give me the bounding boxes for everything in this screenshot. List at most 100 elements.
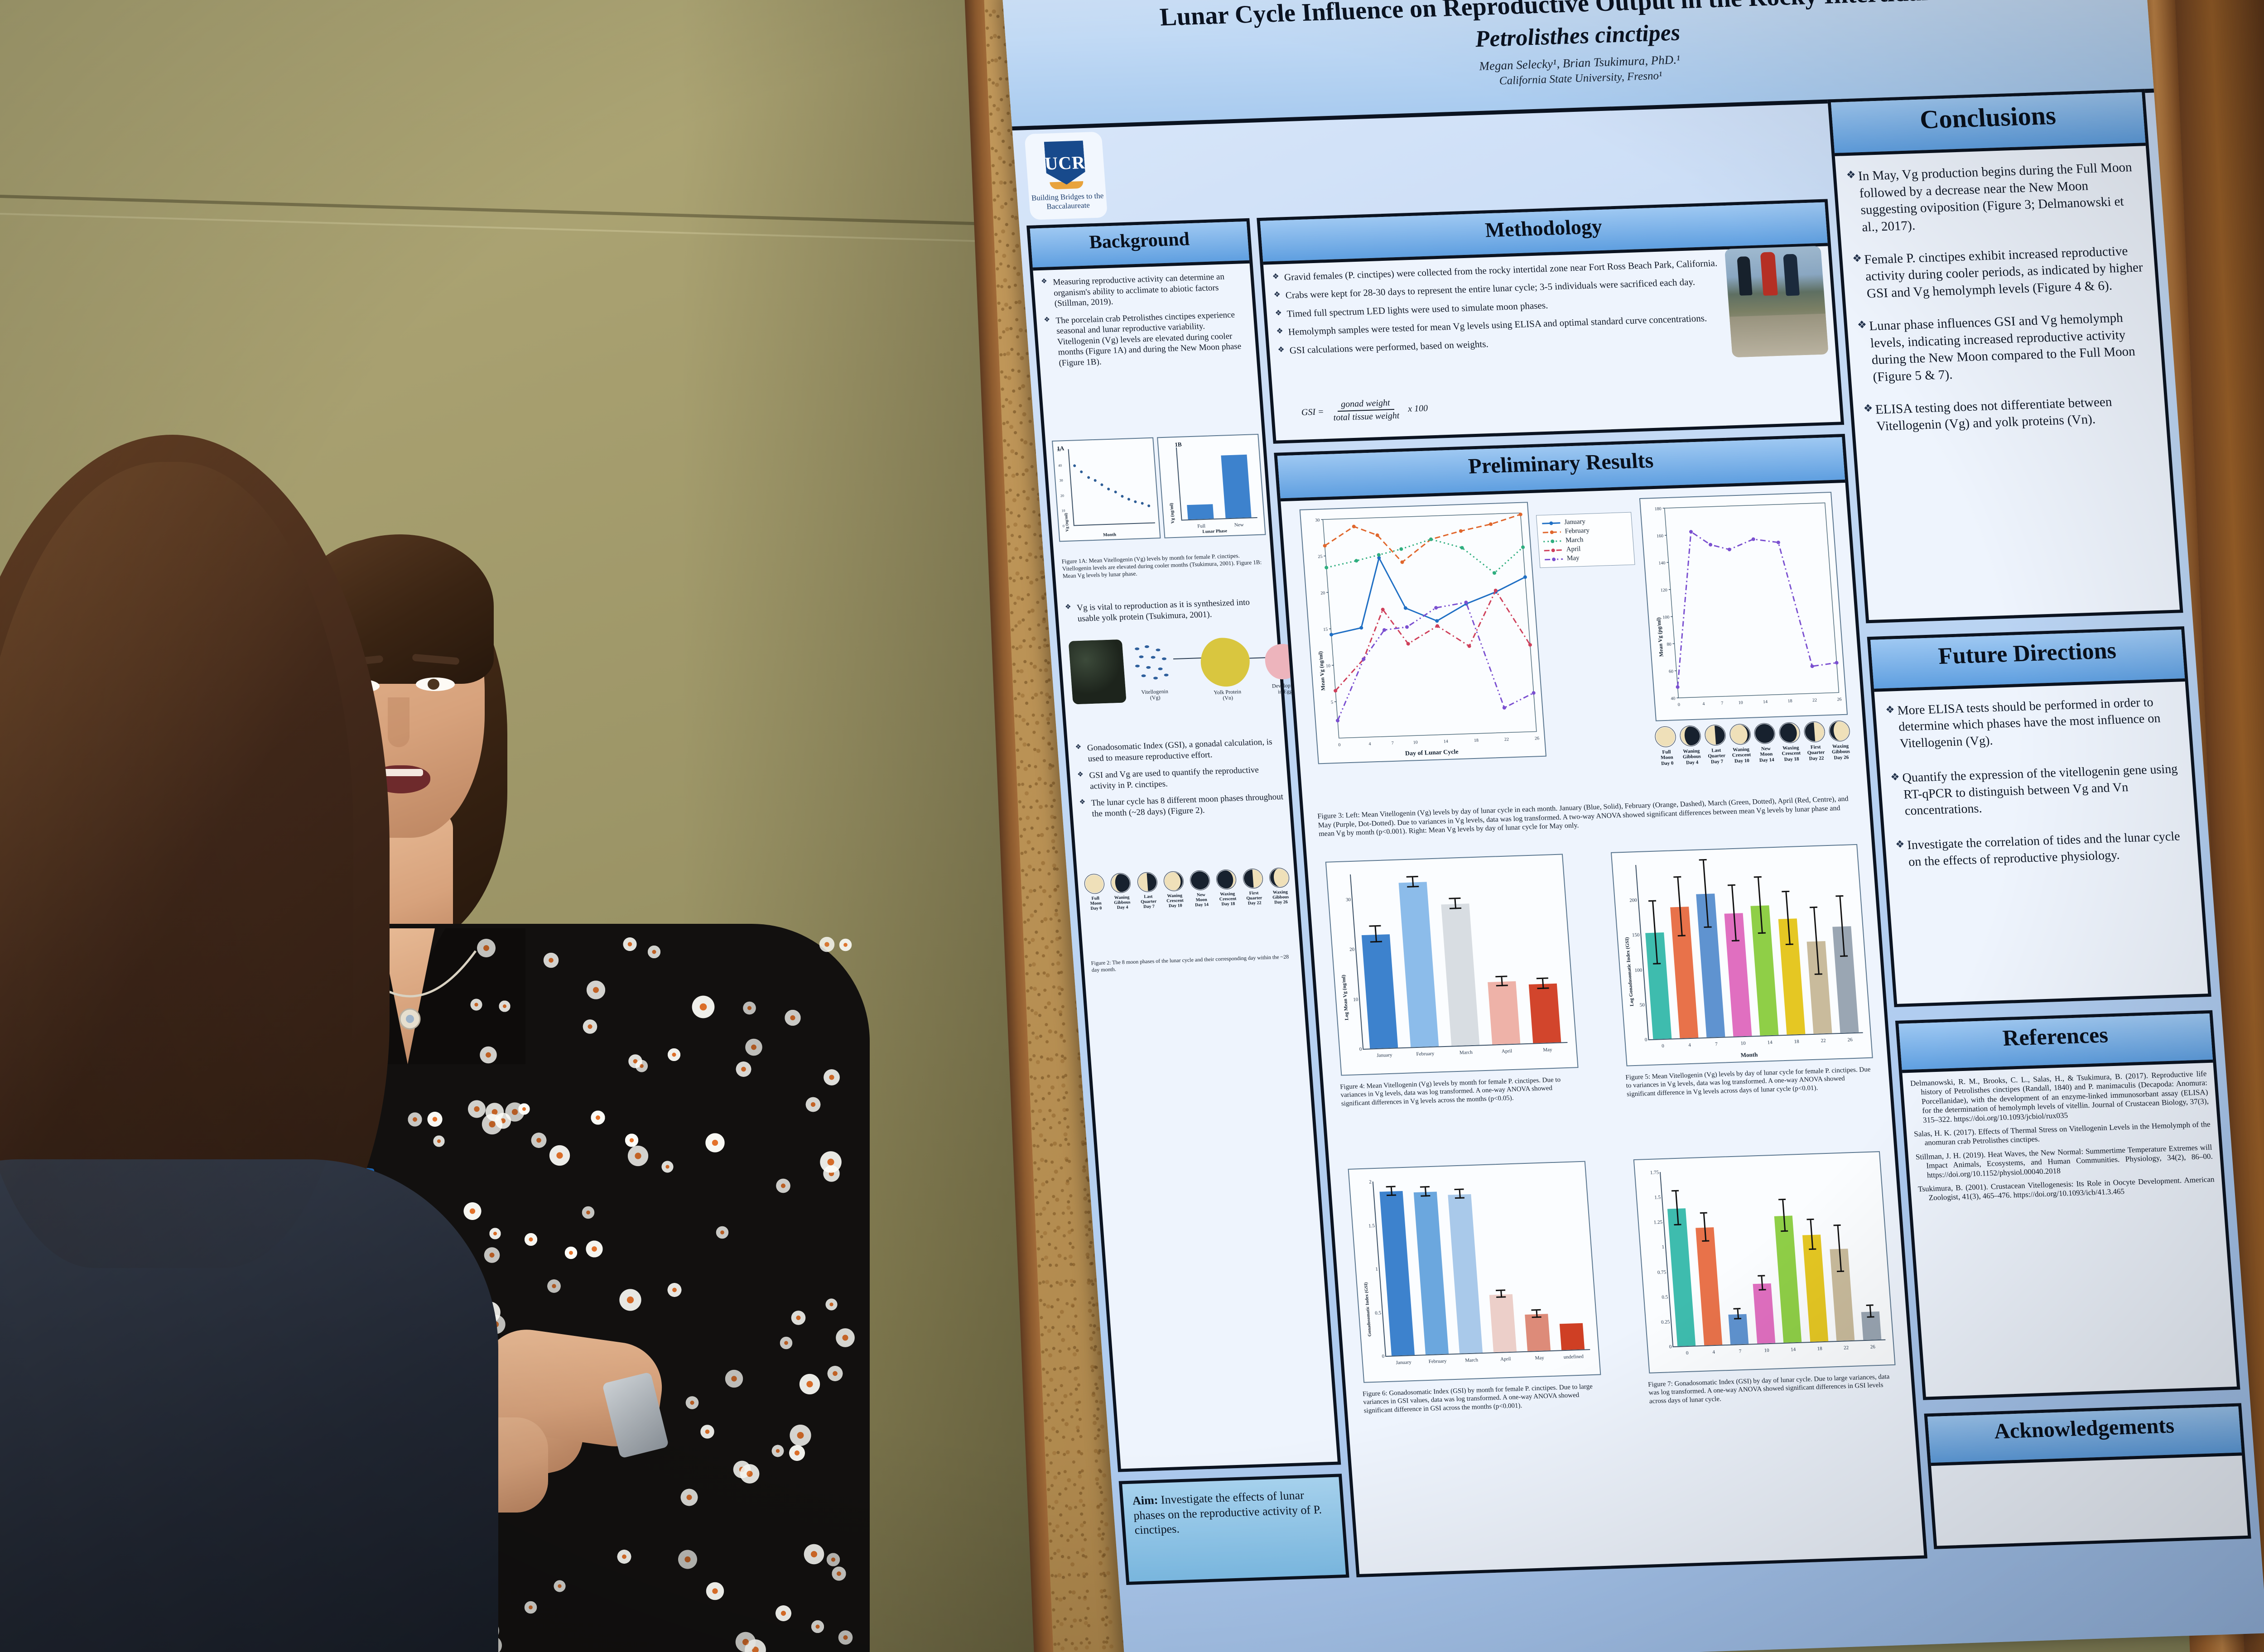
bar (1806, 941, 1832, 1034)
moon-phase-item: Waxing Gibbous Day 26 (1268, 867, 1291, 906)
error-bar-cap (1704, 926, 1712, 928)
pathway-label-vn-line2: (Vn) (1222, 694, 1233, 701)
presenter-eye-right (416, 677, 455, 691)
y-tick-label: 20 (1060, 493, 1065, 498)
bar-group: Full (1177, 446, 1220, 529)
aim-section: Aim: Investigate the effects of lunar ph… (1118, 1474, 1349, 1585)
x-tick-label: 22 (1821, 1038, 1826, 1044)
daisy-motif (698, 1422, 717, 1441)
error-bar-cap (1757, 1275, 1765, 1277)
bar (1221, 455, 1252, 519)
pathway-label-vg-line2: (Vg) (1150, 694, 1161, 701)
bar (1559, 1323, 1585, 1350)
y-tick-label: 1.25 (1653, 1220, 1663, 1225)
bar (1529, 983, 1561, 1043)
daisy-motif (528, 1130, 549, 1151)
x-tick-label: 22 (1843, 1345, 1849, 1351)
future-directions-section: Future Directions More ELISA tests shoul… (1867, 626, 2211, 1008)
moon-disc-icon (1729, 723, 1751, 745)
daisy-motif (714, 1224, 731, 1241)
y-tick-label: 1 (1662, 1244, 1665, 1250)
x-tick-label: April (1501, 1048, 1513, 1054)
error-bar-cap (1531, 1309, 1541, 1311)
error-bar-cap (1369, 925, 1381, 927)
institution-logo: UCR Building Bridges to the Baccalaureat… (1024, 131, 1108, 220)
figure3-legend: January February March April (1536, 512, 1635, 568)
daisy-motif (772, 1602, 794, 1624)
figure3-right-plot: 40 60 80 100 120 140 160 180 0 4 7 10 14 18 22 26 (1654, 502, 1842, 707)
error-bar-cap (1833, 1225, 1841, 1226)
moon-disc-icon (1654, 726, 1677, 748)
background-bullet-list-3: Gonadosomatic Index (GSI), a gonadal cal… (1075, 736, 1286, 820)
legend-item: January (1541, 517, 1628, 527)
listener-hair (0, 435, 390, 1295)
reference-entry: Tsukimura, B. (2001). Crustacean Vitello… (1917, 1175, 2215, 1202)
bar (1488, 981, 1520, 1045)
moon-phase-item: Full Moon Day 0 (1654, 726, 1678, 766)
aim-text: Investigate the effects of lunar phases … (1133, 1489, 1322, 1537)
daisy-motif (677, 1485, 701, 1509)
reference-entry: Stillman, J. H. (2019). Heat Waves, the … (1915, 1143, 2213, 1180)
moon-disc-icon (1110, 873, 1132, 893)
error-bar-cap (1753, 876, 1762, 878)
y-tick-label: 10 (1353, 997, 1358, 1003)
legend-item: May (1544, 553, 1630, 563)
daisy-motif (522, 1599, 540, 1616)
moon-disc-icon (1268, 867, 1290, 888)
moon-phase-item: First Quarter Day 22 (1242, 868, 1265, 906)
pathway-arrow-2 (1249, 657, 1266, 659)
figure1a-xlabel: Month (1103, 532, 1117, 538)
bar (1362, 934, 1398, 1049)
moon-phase-item: Waning Crescent Day 10 (1163, 871, 1185, 909)
y-axis (1068, 449, 1074, 525)
y-tick-label: 0.5 (1374, 1310, 1382, 1316)
moon-disc-icon (1828, 720, 1851, 742)
daisy-motif (829, 1564, 848, 1583)
error-bar-cap (1808, 1248, 1816, 1250)
error-bar-cap (1814, 973, 1822, 975)
y-tick-label: 0 (1669, 1344, 1672, 1350)
figure1b-chart: Vg (ng/ml) 1B Full New Lunar Phase (1157, 433, 1266, 538)
legend-swatch (1542, 521, 1561, 525)
photo-person-2 (1760, 252, 1778, 296)
bar (1413, 1191, 1449, 1355)
background-bullet-list: Measuring reproductive activity can dete… (1041, 271, 1250, 369)
error-bar-cap (1386, 1186, 1396, 1187)
daisy-motif (540, 950, 561, 970)
figure5-bars: 0 50 100 150 200 0 4 7 10 (1629, 858, 1863, 1049)
figure7-caption: Figure 7: Gonadosomatic Index (GSI) by d… (1647, 1373, 1890, 1405)
daisy-motif (786, 1442, 808, 1464)
moon-disc-icon (1084, 874, 1105, 894)
moon-disc-icon (1803, 721, 1826, 743)
svg-text:120: 120 (1660, 588, 1667, 593)
acknowledgements-heading: Acknowledgements (1927, 1406, 2242, 1466)
figure2-moon-phase-row: Full Moon Day 0 Waning Gibbous Day 4 Last Qua… (1084, 867, 1291, 912)
bar (1696, 1227, 1722, 1345)
photo-person-1 (1737, 256, 1753, 296)
error-bar-cap (1781, 1230, 1788, 1232)
legend-item: April (1543, 544, 1629, 554)
y-tick-label: 100 (1634, 967, 1643, 973)
conclusions-section: Conclusions In May, Vg production begins… (1827, 89, 2183, 624)
daisy-motif (474, 935, 499, 960)
svg-text:80: 80 (1667, 642, 1672, 647)
daisy-motif (732, 1628, 760, 1652)
moon-phase-item: Last Quarter Day 7 (1136, 872, 1159, 910)
svg-text:18: 18 (1474, 738, 1479, 743)
research-poster[interactable]: Lunar Cycle Influence on Reproductive Ou… (1002, 0, 2264, 1652)
figure6-chart: Gonadosomatic Index (GSI) 0 0.5 1 1.5 2 Janu… (1348, 1161, 1601, 1383)
svg-text:4: 4 (1702, 701, 1705, 706)
moon-disc-icon (1704, 724, 1726, 746)
y-tick-label: 0 (1644, 1037, 1647, 1043)
svg-text:140: 140 (1658, 561, 1666, 566)
daisy-motif (809, 1618, 827, 1636)
x-tick-label: 14 (1790, 1347, 1796, 1353)
error-bar-cap (1806, 1218, 1814, 1220)
gsi-formula-lhs: GSI = (1301, 406, 1325, 418)
y-tick-label: 0.75 (1657, 1269, 1667, 1275)
daisy-motif (816, 1147, 845, 1177)
daisy-motif (769, 1443, 786, 1459)
bar (1774, 1215, 1802, 1343)
moon-phase-label: Waning Gibbous Day 4 (1113, 895, 1131, 911)
